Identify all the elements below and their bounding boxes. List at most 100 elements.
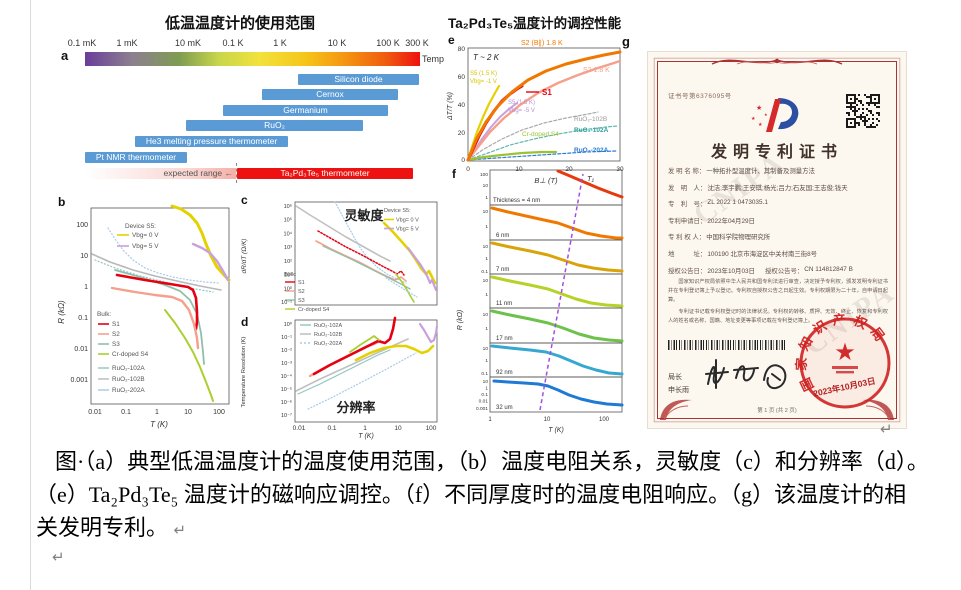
certificate-field-row: 地 址： 100190 北京市海淀区中关村南三街8号 xyxy=(668,249,890,258)
certificate-body: 国家知识产权局依照中华人民共和国专利法进行审查，决定授予专利权，颁发发明专利证书… xyxy=(668,278,888,329)
svg-text:R (kΩ): R (kΩ) xyxy=(457,310,464,331)
signature xyxy=(705,359,787,390)
certificate-field-value: ZL 2022 1 0473035.1 xyxy=(707,199,768,207)
scale-label: 100 K xyxy=(376,38,400,48)
certificate-field-label: 授权公告号： xyxy=(764,267,804,275)
temperature-scale-labels: 0.1 mK 1 mK 10 mK 0.1 K 1 K 10 K 100 K 300 K xyxy=(60,38,490,50)
signature-name: 申长雨 xyxy=(668,387,689,394)
svg-text:10⁻⁷: 10⁻⁷ xyxy=(281,412,292,419)
svg-text:★: ★ xyxy=(756,104,762,112)
certificate-field-value: 一种拓扑型温度计、其制备及测量方法 xyxy=(706,168,815,175)
certificate-field-value: 2022年04月29日 xyxy=(707,217,755,225)
svg-text:★: ★ xyxy=(751,116,756,122)
svg-text:Cr-doped S4: Cr-doped S4 xyxy=(298,307,329,313)
panel-b-chart: b 100 10 1 0.1 0.01 0.001 R (kΩ) 0.01 0.1 1 10 100 T … xyxy=(57,195,231,429)
certificate-field-label: 发 明 名 称： xyxy=(668,168,706,175)
svg-text:b: b xyxy=(58,195,65,209)
panel-g-letter: g xyxy=(622,34,630,49)
svg-text:dR/dT (Ω/K): dR/dT (Ω/K) xyxy=(241,239,248,274)
svg-text:10: 10 xyxy=(483,278,489,284)
svg-text:10: 10 xyxy=(483,312,489,318)
caption-line-3-text: 关发明专利。 xyxy=(36,515,169,540)
svg-text:100: 100 xyxy=(76,222,88,229)
svg-text:1: 1 xyxy=(363,425,367,432)
svg-text:10⁻⁴: 10⁻⁴ xyxy=(281,373,293,380)
svg-text:10⁻⁶: 10⁻⁶ xyxy=(281,399,292,406)
expected-range-divider xyxy=(236,163,237,183)
panel-a-letter: a xyxy=(61,48,69,63)
certificate-field-row: 发 明 人： 沈洁;李宇鹏;王安琪;杨光;吕力;石友国;王志俊;钱天 xyxy=(668,183,890,192)
official-seal: 国家知识产权局 ★ 2023年10月03日 xyxy=(794,312,891,409)
svg-text:32 um: 32 um xyxy=(496,405,513,411)
svg-text:S1: S1 xyxy=(298,280,305,286)
scale-label: 1 K xyxy=(273,38,287,48)
certificate-number: 证书号第6376095号 xyxy=(668,93,732,100)
certificate-title: 发明专利证书 xyxy=(710,144,843,161)
certificate-field-row: 专 利 号： ZL 2022 1 0473035.1 xyxy=(668,199,890,208)
svg-text:S1: S1 xyxy=(542,88,552,97)
svg-text:100: 100 xyxy=(213,409,225,416)
svg-text:Cr-doped S4: Cr-doped S4 xyxy=(522,131,559,138)
thermometer-range-bar: Ta₂Pd₃Te₅ thermometer xyxy=(237,168,413,179)
svg-text:Vbg= 5 V: Vbg= 5 V xyxy=(132,243,159,250)
svg-text:★: ★ xyxy=(758,122,763,128)
certificate-field-row: 专利申请日： 2022年04月29日 xyxy=(668,216,890,225)
svg-text:7 nm: 7 nm xyxy=(496,267,509,273)
corner-flourish-icon xyxy=(862,399,894,421)
svg-text:R (kΩ): R (kΩ) xyxy=(57,300,66,324)
svg-text:Bulk:: Bulk: xyxy=(97,311,111,318)
certificate-field-value: 2023年10月03日 xyxy=(707,267,755,275)
svg-text:灵敏度: 灵敏度 xyxy=(344,208,384,223)
svg-text:RuO₂-202A: RuO₂-202A xyxy=(314,341,342,347)
panel-e-title: Ta₂Pd₃Te₅温度计的调控性能 xyxy=(448,16,622,31)
svg-text:RuO₂-202A: RuO₂-202A xyxy=(112,387,145,394)
svg-text:S3: S3 xyxy=(112,341,120,348)
svg-text:20: 20 xyxy=(565,166,573,173)
svg-text:S2 1.8 K: S2 1.8 K xyxy=(583,67,610,74)
svg-text:T (K): T (K) xyxy=(358,433,374,440)
svg-text:1: 1 xyxy=(485,224,488,230)
panel-c-chart: c 灵敏度 10⁶ 10⁵ 10⁴ 10³ 10² 10¹ 10⁰ 10⁻¹ dR/dT (Ω/K)… xyxy=(241,193,438,313)
certificate-field-label: 地 址： xyxy=(668,250,707,258)
svg-text:f: f xyxy=(452,167,457,181)
certificate-field-row: 授权公告日： 2023年10月03日 授权公告号： CN 114812847 B xyxy=(668,266,890,275)
certificate-field-row: 专 利 权 人： 中国科学院物理研究所 xyxy=(668,232,890,241)
thermometer-range-bar: He3 melting pressure thermometer xyxy=(135,136,288,147)
panel-a-thermometer-ranges: 低温温度计的使用范围 a 0.1 mK 1 mK 10 mK 0.1 K 1 K 10 K… xyxy=(60,8,490,190)
corner-flourish-icon xyxy=(660,399,692,421)
svg-text:80: 80 xyxy=(458,46,466,53)
svg-text:T (K): T (K) xyxy=(150,420,168,429)
svg-text:6 nm: 6 nm xyxy=(496,233,509,239)
certificate-field-label: 专 利 权 人： xyxy=(668,234,706,242)
cnipa-logo-icon: ★ ★ ★ ★ xyxy=(751,98,799,132)
svg-text:0.01: 0.01 xyxy=(74,346,88,353)
caption-line-1: 图·（a）典型低温温度计的温度使用范围，（b）温度电阻关系，灵敏度（c）和分辨率… xyxy=(55,449,929,474)
svg-text:S5 (1.5 K): S5 (1.5 K) xyxy=(470,71,497,77)
svg-text:Vbg= 0 V: Vbg= 0 V xyxy=(396,218,419,224)
svg-text:S2: S2 xyxy=(112,331,120,338)
svg-text:100: 100 xyxy=(426,425,437,432)
svg-text:10²: 10² xyxy=(284,259,292,265)
svg-text:0.001: 0.001 xyxy=(476,406,488,412)
svg-text:Bulk:: Bulk: xyxy=(284,272,297,278)
svg-text:Vbg= -1 V: Vbg= -1 V xyxy=(470,79,497,85)
svg-text:100: 100 xyxy=(480,172,488,178)
svg-text:Device S5:: Device S5: xyxy=(384,208,411,214)
temp-axis-label: Temp xyxy=(422,54,445,64)
panel-d-chart: d 分辨率 10⁰ 10⁻¹ 10⁻² 10⁻³ 10⁻⁴ 10⁻⁵ 10⁻⁶ 10⁻⁷ Tempe… xyxy=(241,315,439,440)
temperature-gradient-bar xyxy=(85,52,420,66)
svg-text:100: 100 xyxy=(599,417,610,423)
svg-text:RuO₂-102A: RuO₂-102A xyxy=(314,323,342,329)
paragraph-mark: ↵ xyxy=(173,521,187,539)
qr-code xyxy=(846,94,880,128)
svg-text:0.1: 0.1 xyxy=(481,269,488,275)
svg-text:10⁰: 10⁰ xyxy=(284,285,293,292)
svg-text:0.01: 0.01 xyxy=(479,399,489,405)
certificate-page-number: 第 1 页 (共 2 页) xyxy=(757,408,797,414)
svg-text:10⁻⁵: 10⁻⁵ xyxy=(281,386,292,393)
thermometer-range-bar: Germanium xyxy=(223,105,388,116)
thermometer-range-bar: RuO₂ xyxy=(186,120,363,131)
svg-text:10: 10 xyxy=(515,166,523,173)
certificate-field-label: 授权公告日： xyxy=(668,267,707,275)
svg-text:1: 1 xyxy=(485,358,488,364)
